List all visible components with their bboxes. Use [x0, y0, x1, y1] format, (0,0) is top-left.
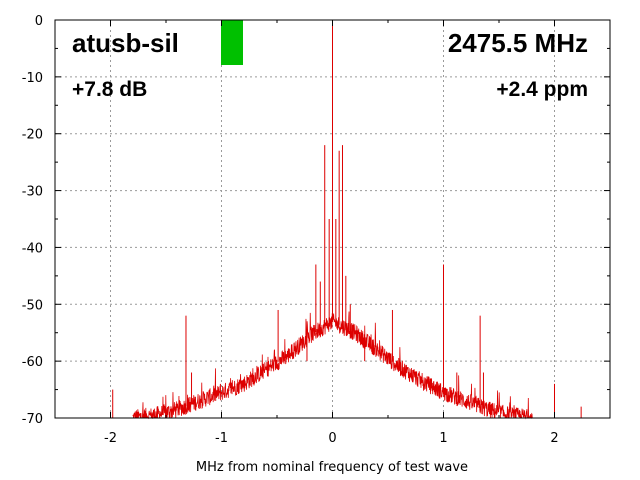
- x-tick-label: -1: [215, 431, 228, 446]
- device-name-label: atusb-sil: [72, 28, 179, 58]
- ppm-label: +2.4 ppm: [496, 78, 588, 101]
- x-tick-label: 0: [328, 431, 336, 446]
- tick-label-layer: 0-10-20-30-40-50-60-70-2 -1 0 1 2: [22, 14, 559, 446]
- x-axis-label: MHz from nominal frequency of test wave: [196, 460, 468, 475]
- x-tick-label: -2: [104, 431, 117, 446]
- signal-indicator-bar: [221, 20, 243, 65]
- x-tick-label: 1: [439, 431, 447, 446]
- y-tick-label: -50: [22, 298, 43, 313]
- y-tick-label: -20: [22, 128, 43, 143]
- y-tick-label: -70: [22, 412, 43, 427]
- tick-layer: [54, 19, 611, 419]
- frequency-label: 2475.5 MHz: [448, 28, 588, 58]
- data-layer: [112, 20, 582, 420]
- y-tick-label: -10: [22, 71, 43, 86]
- y-tick-label: -40: [22, 241, 43, 256]
- y-tick-label: -30: [22, 185, 43, 200]
- y-tick-label: 0: [35, 14, 43, 29]
- y-tick-label: -60: [22, 355, 43, 370]
- power-label: +7.8 dB: [72, 78, 147, 101]
- x-tick-label: 2: [550, 431, 558, 446]
- noise-floor-trace: [132, 311, 533, 420]
